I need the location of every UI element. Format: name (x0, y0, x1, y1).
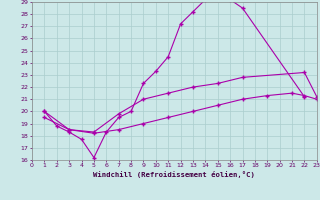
X-axis label: Windchill (Refroidissement éolien,°C): Windchill (Refroidissement éolien,°C) (93, 171, 255, 178)
